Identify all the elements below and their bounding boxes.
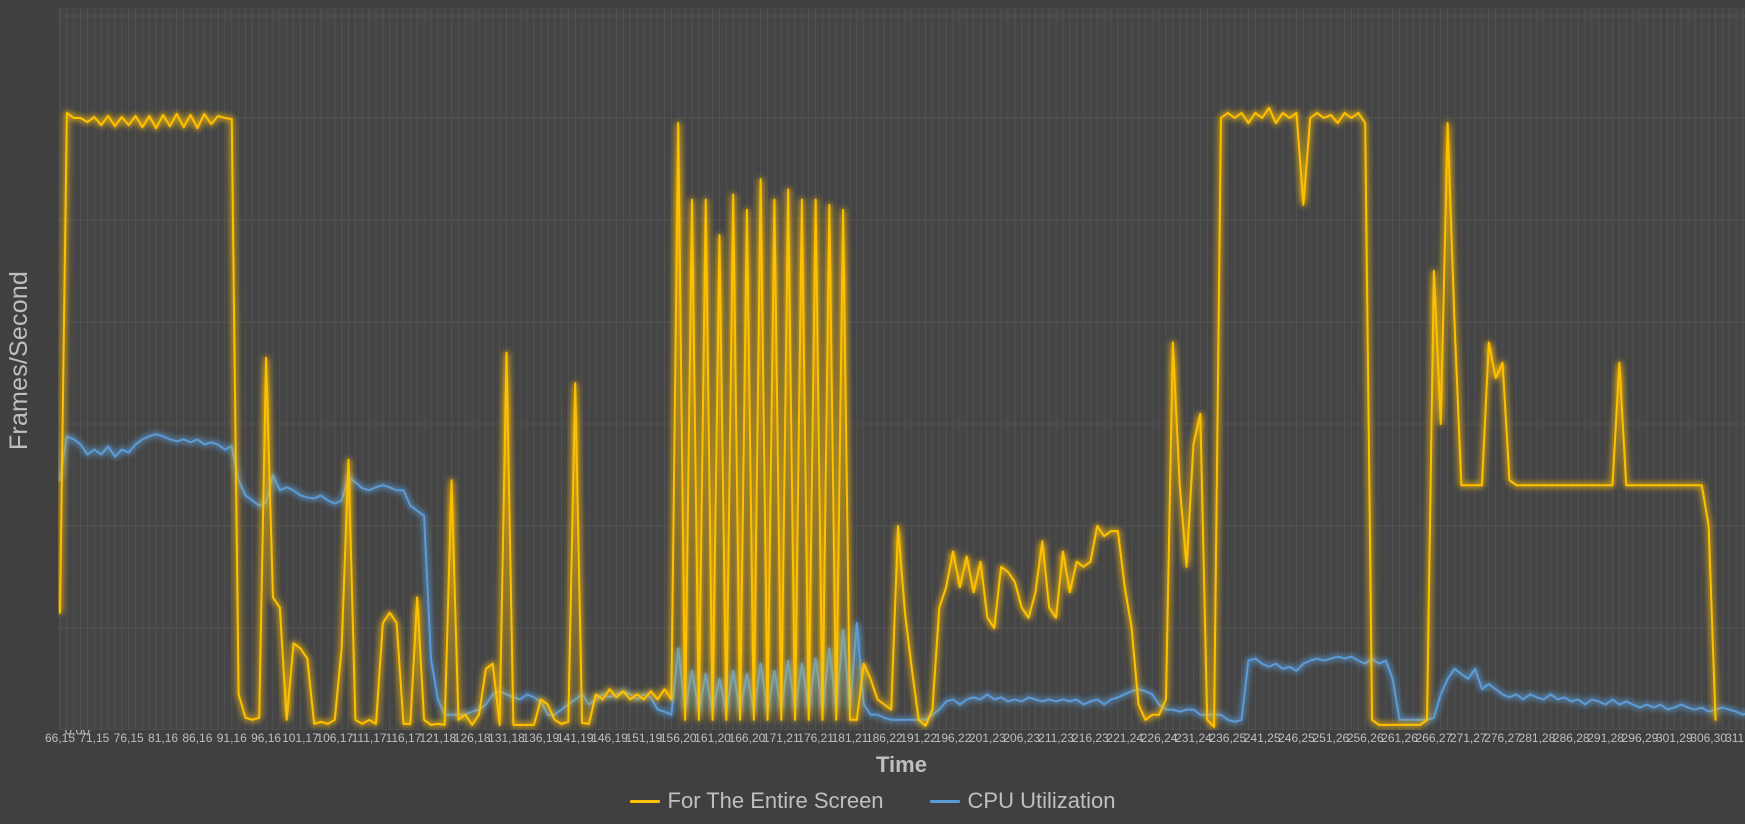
x-axis-tick: 116,17 xyxy=(385,731,422,745)
series-line-cpu-utilization xyxy=(59,433,1745,723)
x-axis-tick: 71,15 xyxy=(79,731,110,745)
x-axis-tick: 136,19 xyxy=(522,731,560,745)
x-axis-tick: 131,18 xyxy=(488,731,525,745)
x-axis-tick: 181,21 xyxy=(831,731,869,745)
x-axis-tick: 311,30 xyxy=(1725,731,1745,745)
x-axis-tick: 251,26 xyxy=(1312,731,1350,745)
series-line-for-the-entire-screen xyxy=(59,106,1717,728)
legend-label: For The Entire Screen xyxy=(667,788,884,813)
x-axis-tick: 271,27 xyxy=(1449,731,1487,745)
x-axis-tick: 81,16 xyxy=(148,731,179,745)
x-axis-tick: 101,17 xyxy=(282,731,319,745)
horizontal-gridlines xyxy=(58,15,1745,730)
y-axis-title: Frames/Second xyxy=(0,0,40,720)
x-axis-tick: 91,16 xyxy=(216,731,247,745)
x-axis-tick: 96,16 xyxy=(251,731,282,745)
x-axis-tick: 246,25 xyxy=(1278,731,1315,745)
x-axis-tick: 281,28 xyxy=(1518,731,1556,745)
x-axis-tick: 186,22 xyxy=(865,731,903,745)
x-axis-tick: 211,23 xyxy=(1038,731,1074,745)
x-axis-tick: 231,24 xyxy=(1175,731,1212,745)
legend-item[interactable]: For The Entire Screen xyxy=(629,788,884,814)
x-axis-tick: 291,28 xyxy=(1587,731,1624,745)
vertical-gridlines xyxy=(59,8,1744,730)
x-axis-tick: 176,21 xyxy=(797,731,834,745)
x-axis-tick: 196,22 xyxy=(934,731,972,745)
x-axis-tick: 201,23 xyxy=(969,731,1006,745)
chart-canvas xyxy=(58,8,1745,730)
x-axis-tick: 111,17 xyxy=(351,731,387,745)
x-axis-tick: 221,24 xyxy=(1106,731,1144,745)
x-axis-tick: 161,20 xyxy=(694,731,731,745)
plot-area xyxy=(58,8,1745,730)
x-axis-tick: 266,27 xyxy=(1415,731,1453,745)
x-axis-tick: 156,20 xyxy=(659,731,697,745)
legend-swatch-icon xyxy=(929,799,960,803)
x-axis-tick: 126,18 xyxy=(453,731,491,745)
x-axis-tick-labels: 66,15 71,15 76,15 81,16 86,16 91,16 96,16 101,1… xyxy=(45,731,1745,753)
x-axis-tick: 166,20 xyxy=(728,731,766,745)
x-axis-tick: 276,27 xyxy=(1484,731,1521,745)
x-axis-tick: 66,15 xyxy=(44,731,76,745)
x-axis-tick: 216,23 xyxy=(1072,731,1109,745)
x-axis-tick: 86,16 xyxy=(182,731,213,745)
legend-item[interactable]: CPU Utilization xyxy=(929,788,1116,814)
x-axis-tick: 171,21 xyxy=(762,731,800,745)
x-axis-tick: 146,19 xyxy=(591,731,628,745)
x-axis-tick: 236,25 xyxy=(1209,731,1247,745)
x-axis-tick: 261,26 xyxy=(1381,731,1418,745)
x-axis-tick: 206,23 xyxy=(1003,731,1041,745)
x-axis-tick: 226,24 xyxy=(1140,731,1178,745)
x-axis-tick: 241,25 xyxy=(1243,731,1281,745)
x-axis-tick: 286,28 xyxy=(1552,731,1590,745)
x-axis-tick: 76,15 xyxy=(113,731,144,745)
x-axis-tick: 121,18 xyxy=(419,731,457,745)
y-axis-title-label: Frames/Second xyxy=(5,270,34,450)
x-axis-tick: 191,22 xyxy=(900,731,938,745)
x-axis-title: Time xyxy=(876,752,927,777)
legend-swatch-icon xyxy=(629,799,660,803)
x-axis-tick: 301,29 xyxy=(1655,731,1693,745)
x-axis-tick: 296,29 xyxy=(1621,731,1659,745)
x-axis-tick: 106,17 xyxy=(316,731,354,745)
x-axis-tick: 141,19 xyxy=(556,731,594,745)
chart-legend: For The Entire Screen CPU Utilization xyxy=(0,788,1745,814)
x-axis-tick: 151,19 xyxy=(625,731,663,745)
legend-label: CPU Utilization xyxy=(967,788,1116,813)
x-axis-tick: 306,30 xyxy=(1690,731,1727,745)
x-axis-tick: 256,26 xyxy=(1346,731,1384,745)
